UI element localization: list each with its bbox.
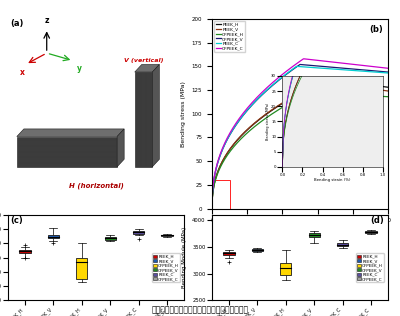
CFPEEK_H: [255, 123, 260, 126]
Text: x: x: [20, 68, 24, 77]
Bar: [365, 231, 377, 233]
Bar: [19, 250, 31, 253]
PEEK_C: [294, 64, 299, 68]
Line: CFPEEK_V: CFPEEK_V: [212, 64, 388, 209]
Bar: [223, 252, 235, 255]
Text: (b): (b): [369, 25, 383, 33]
PEEK_V: [313, 82, 318, 86]
PEEK_H: [313, 83, 318, 87]
Polygon shape: [135, 72, 152, 167]
Text: 碳纤维混杂与垂直打印方式打印件弯曲性能对比: 碳纤维混杂与垂直打印方式打印件弯曲性能对比: [152, 306, 248, 314]
Text: y: y: [77, 64, 82, 73]
CFPEEK_C: [328, 60, 332, 64]
CFPEEK_H: [342, 93, 347, 96]
CFPEEK_C: [241, 112, 246, 115]
CFPEEK_C: [342, 62, 347, 65]
PEEK_V: [210, 207, 214, 210]
Bar: [133, 230, 144, 234]
PEEK_C: [328, 67, 332, 71]
CFPEEK_H: [241, 135, 246, 139]
PEEK_C: [289, 68, 294, 72]
CFPEEK_V: [328, 65, 332, 69]
X-axis label: Bending strain (%): Bending strain (%): [271, 229, 329, 234]
PEEK_H: [328, 78, 332, 82]
CFPEEK_H: [306, 91, 311, 95]
Line: CFPEEK_C: CFPEEK_C: [212, 59, 388, 209]
Text: (a): (a): [10, 19, 23, 28]
CFPEEK_C: [255, 95, 260, 99]
Bar: [104, 237, 116, 240]
Y-axis label: Bending Module (MPa): Bending Module (MPa): [182, 227, 187, 288]
Polygon shape: [17, 129, 124, 137]
PEEK_C: [210, 207, 214, 210]
CFPEEK_V: [386, 70, 390, 74]
Legend: PEEK_H, PEEK_V, CFPEEK_H, CFPEEK_V, PEEK_C, CFPEEK_C: PEEK_H, PEEK_V, CFPEEK_H, CFPEEK_V, PEEK…: [356, 253, 384, 282]
CFPEEK_V: [289, 69, 294, 72]
CFPEEK_C: [314, 58, 318, 62]
CFPEEK_V: [210, 207, 214, 210]
PEEK_V: [289, 95, 294, 99]
Legend: PEEK_H, PEEK_V, CFPEEK_H, CFPEEK_V, PEEK_C, CFPEEK_C: PEEK_H, PEEK_V, CFPEEK_H, CFPEEK_V, PEEK…: [214, 21, 246, 52]
Bar: [337, 243, 348, 246]
Bar: [308, 233, 320, 237]
Text: V (vertical): V (vertical): [124, 58, 163, 63]
PEEK_V: [319, 80, 324, 83]
Text: H (horizontal): H (horizontal): [68, 182, 124, 189]
PEEK_H: [324, 78, 329, 82]
PEEK_V: [241, 132, 246, 136]
CFPEEK_H: [289, 100, 294, 104]
CFPEEK_V: [255, 98, 260, 101]
PEEK_V: [255, 119, 260, 123]
Polygon shape: [152, 64, 159, 167]
CFPEEK_H: [386, 95, 390, 99]
Bar: [212, 180, 230, 209]
Text: (d): (d): [371, 216, 384, 225]
Polygon shape: [117, 129, 124, 167]
PEEK_H: [342, 80, 347, 84]
Text: z: z: [44, 16, 49, 25]
PEEK_C: [314, 66, 318, 70]
PEEK_C: [255, 97, 260, 101]
Bar: [280, 263, 292, 275]
Line: PEEK_V: PEEK_V: [212, 82, 388, 209]
Bar: [48, 235, 59, 238]
Line: CFPEEK_H: CFPEEK_H: [212, 93, 388, 209]
PEEK_H: [386, 85, 390, 89]
Text: (c): (c): [10, 216, 22, 225]
PEEK_C: [241, 113, 246, 117]
PEEK_H: [210, 207, 214, 210]
PEEK_V: [342, 83, 347, 87]
Line: PEEK_H: PEEK_H: [212, 80, 388, 209]
PEEK_H: [289, 96, 294, 100]
CFPEEK_H: [210, 207, 214, 210]
CFPEEK_V: [241, 113, 246, 117]
CFPEEK_H: [328, 92, 332, 96]
CFPEEK_V: [314, 64, 318, 68]
CFPEEK_C: [386, 66, 390, 70]
PEEK_H: [241, 132, 246, 136]
PEEK_C: [386, 71, 390, 75]
PEEK_V: [386, 89, 390, 93]
PEEK_C: [342, 68, 347, 72]
Polygon shape: [17, 137, 117, 167]
CFPEEK_C: [301, 57, 306, 61]
CFPEEK_V: [298, 63, 302, 66]
CFPEEK_C: [210, 207, 214, 210]
Legend: PEEK_H, PEEK_V, CFPEEK_H, CFPEEK_V, PEEK_C, CFPEEK_C: PEEK_H, PEEK_V, CFPEEK_H, CFPEEK_V, PEEK…: [152, 253, 180, 282]
PEEK_V: [328, 81, 332, 85]
Bar: [252, 249, 263, 251]
Bar: [161, 235, 173, 236]
CFPEEK_H: [314, 91, 318, 95]
CFPEEK_C: [289, 65, 294, 69]
CFPEEK_V: [342, 66, 347, 70]
PEEK_H: [255, 119, 260, 123]
Y-axis label: Bending stress (MPa): Bending stress (MPa): [181, 81, 186, 147]
Polygon shape: [135, 64, 159, 72]
Line: PEEK_C: PEEK_C: [212, 66, 388, 209]
Bar: [76, 258, 88, 279]
